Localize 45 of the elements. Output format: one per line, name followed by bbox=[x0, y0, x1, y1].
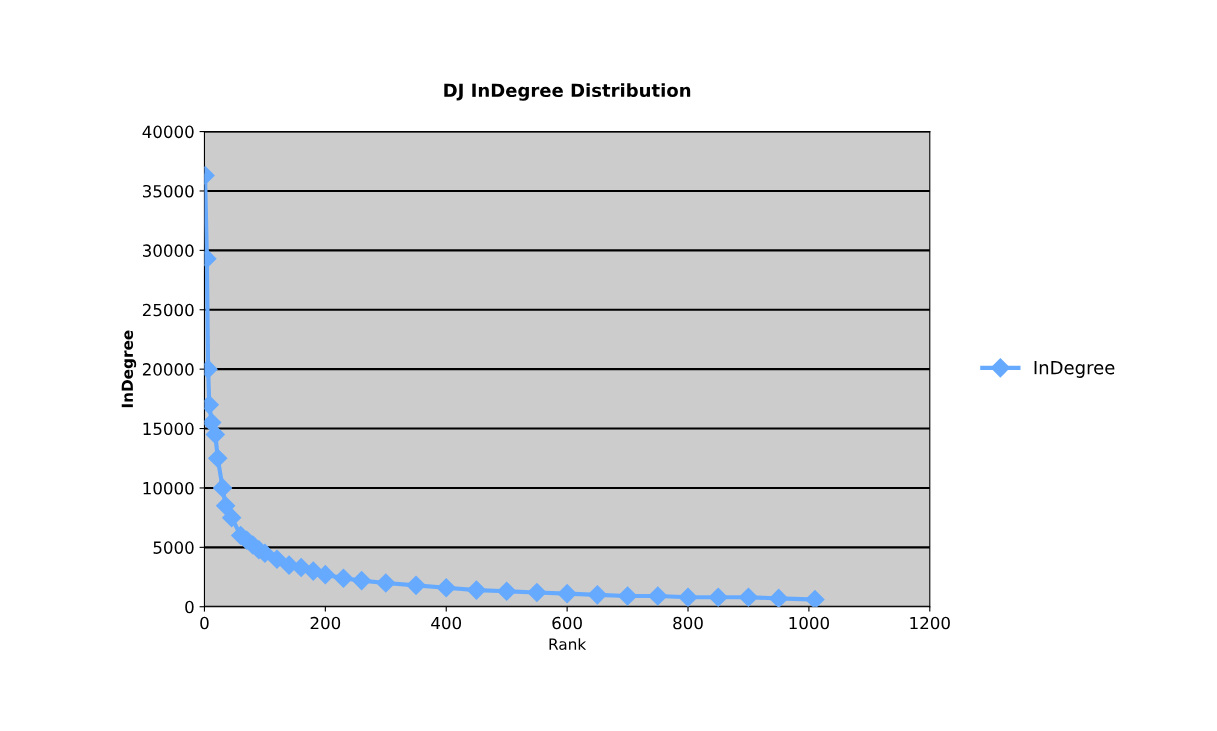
y-tick-label: 30000 bbox=[142, 244, 194, 257]
y-tick-label: 40000 bbox=[142, 125, 194, 139]
point bbox=[213, 478, 233, 498]
point bbox=[557, 584, 577, 604]
legend-label: InDegree bbox=[1034, 360, 1115, 378]
point bbox=[267, 549, 287, 569]
point bbox=[205, 424, 225, 445]
point bbox=[315, 565, 335, 585]
point bbox=[738, 587, 758, 607]
x-axis-title: Rank bbox=[549, 638, 587, 650]
point bbox=[466, 580, 486, 600]
point bbox=[376, 573, 396, 593]
x-tick-label: 400 bbox=[431, 616, 462, 630]
x-tick-label: 1000 bbox=[789, 616, 829, 630]
x-tick-label: 800 bbox=[673, 616, 703, 630]
point bbox=[497, 581, 517, 601]
point bbox=[216, 496, 236, 516]
point bbox=[291, 557, 311, 578]
point bbox=[805, 590, 825, 607]
point bbox=[587, 585, 607, 605]
y-tick-label: 0 bbox=[185, 600, 194, 614]
y-tick-label: 5000 bbox=[153, 541, 194, 554]
y-tick-label: 20000 bbox=[142, 363, 194, 376]
x-tick-label: 1200 bbox=[910, 616, 950, 630]
chart-title: DJ InDegree Distribution bbox=[444, 83, 691, 101]
point bbox=[648, 586, 668, 606]
point bbox=[678, 587, 698, 607]
point bbox=[333, 568, 354, 588]
x-tick-label: 0 bbox=[200, 616, 209, 630]
y-tick-label: 15000 bbox=[143, 422, 194, 436]
point bbox=[708, 587, 728, 607]
x-tick-label: 600 bbox=[552, 616, 582, 630]
point bbox=[222, 508, 242, 528]
point bbox=[406, 575, 426, 595]
x-tick-label: 200 bbox=[310, 616, 341, 630]
y-tick-label: 25000 bbox=[142, 303, 194, 317]
point bbox=[352, 571, 372, 591]
point bbox=[527, 582, 547, 603]
point bbox=[769, 588, 789, 607]
y-tick-label: 35000 bbox=[142, 184, 194, 198]
y-tick-label: 10000 bbox=[143, 481, 194, 495]
point bbox=[618, 586, 638, 606]
y-axis-title: InDegree bbox=[121, 330, 137, 408]
point bbox=[436, 578, 456, 598]
point bbox=[208, 448, 228, 468]
